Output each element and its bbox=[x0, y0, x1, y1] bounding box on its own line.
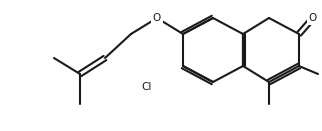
Text: O: O bbox=[309, 13, 317, 23]
Text: Cl: Cl bbox=[142, 82, 152, 92]
Text: O: O bbox=[153, 13, 161, 23]
